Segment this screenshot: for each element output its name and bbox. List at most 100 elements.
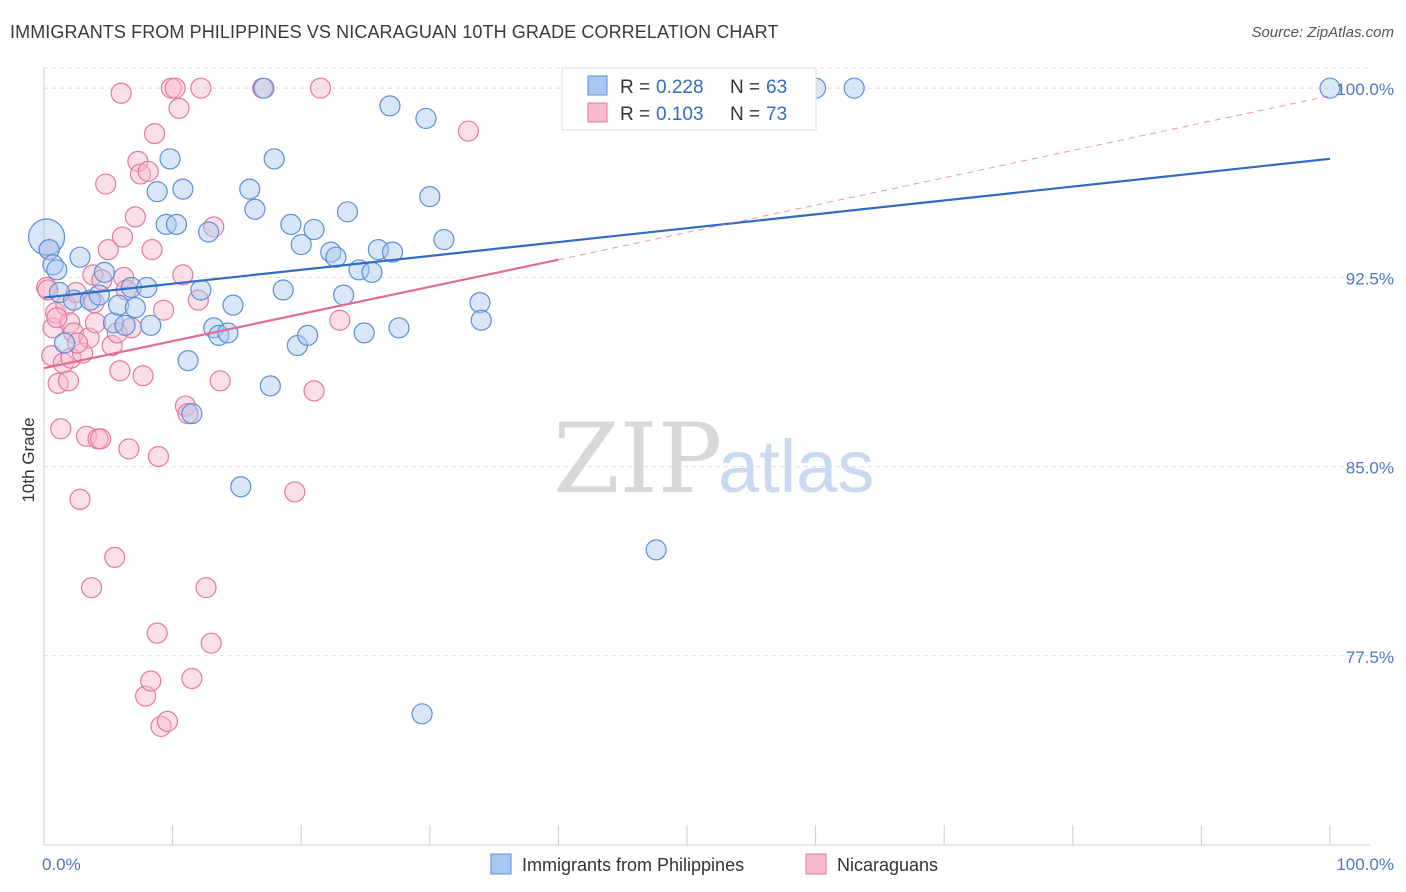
pink-point-51: [168, 97, 190, 119]
pink-point-41: [140, 670, 162, 692]
pink-point-70: [66, 332, 89, 354]
blue-point-51: [381, 241, 404, 263]
blue-point-29: [217, 322, 239, 344]
blue-point-38: [280, 213, 302, 236]
blue-point-31: [230, 476, 252, 498]
series-nicaraguans: [35, 77, 479, 738]
pink-point-37: [129, 163, 152, 185]
blue-point-0: [27, 218, 66, 256]
blue-point-22: [172, 178, 194, 200]
blue-point-52: [388, 317, 410, 339]
pink-point-72: [111, 226, 134, 248]
pink-point-55: [181, 667, 203, 690]
blue-point-10: [93, 261, 116, 283]
y-tick-label-3: 100.0%: [1336, 80, 1394, 99]
blue-point-59: [470, 309, 492, 331]
pink-point-58: [195, 577, 217, 599]
blue-point-60: [645, 539, 667, 561]
blue-point-33: [244, 198, 266, 220]
legend-n-value-blue: 63: [766, 77, 787, 98]
x-tick-label-0: 0.0%: [42, 855, 81, 874]
blue-point-26: [198, 221, 220, 243]
pink-point-44: [146, 622, 168, 644]
gridlines: [44, 67, 1370, 657]
pink-point-42: [141, 239, 163, 261]
legend-swatch-blue: [587, 75, 608, 96]
blue-point-37: [272, 279, 294, 301]
blue-point-46: [336, 201, 359, 223]
correlation-legend: R = 0.228 N = 63 R = 0.103 N = 73: [561, 67, 817, 131]
blue-point-42: [303, 218, 325, 241]
chart-title: IMMIGRANTS FROM PHILIPPINES VS NICARAGUA…: [10, 22, 779, 42]
legend-r-label-pink: R =: [620, 104, 650, 125]
pink-point-65: [309, 77, 332, 99]
pink-point-27: [104, 546, 126, 569]
pink-point-22: [89, 428, 112, 450]
pink-point-40: [137, 160, 159, 183]
blue-point-32: [239, 178, 261, 200]
legend-swatch-pink: [587, 102, 608, 123]
series-philippines: [27, 77, 1341, 725]
blue-point-49: [361, 261, 383, 283]
legend-n-label-blue: N =: [730, 77, 760, 98]
watermark-zip: ZIP: [553, 403, 722, 515]
legend-n-value-pink: 73: [766, 104, 787, 125]
legend-r-value-blue: 0.228: [656, 77, 704, 98]
blue-point-25: [190, 279, 212, 301]
blue-point-24: [181, 403, 203, 425]
pink-point-14: [69, 488, 91, 510]
pink-point-64: [303, 380, 325, 402]
blue-point-53: [379, 95, 401, 117]
y-tick-label-1: 85.0%: [1346, 459, 1394, 478]
bottom-legend-swatch-pink: [805, 853, 827, 875]
blue-point-36: [263, 148, 285, 170]
y-tick-labels: 77.5% 85.0% 92.5% 100.0%: [1336, 80, 1394, 667]
pink-point-25: [97, 239, 119, 261]
blue-point-40: [290, 233, 312, 256]
blue-point-5: [53, 332, 76, 354]
pink-point-69: [46, 307, 68, 329]
pink-point-20: [84, 312, 107, 334]
trend-lines: [43, 95, 1331, 370]
pink-point-61: [209, 370, 231, 392]
blue-point-30: [222, 294, 244, 316]
blue-point-63: [1319, 77, 1341, 99]
blue-point-23: [177, 350, 199, 372]
pink-point-50: [164, 77, 186, 99]
blue-point-34: [253, 77, 275, 99]
trend-line-philippines: [43, 157, 1331, 299]
bottom-legend-label-pink: Nicaraguans: [837, 855, 938, 875]
pink-point-9: [57, 370, 80, 392]
y-tick-label-0: 77.5%: [1346, 648, 1394, 667]
pink-point-38: [132, 365, 154, 387]
blue-point-21: [165, 213, 188, 236]
legend-r-value-pink: 0.103: [656, 104, 704, 125]
blue-point-57: [433, 228, 455, 251]
blue-point-15: [124, 297, 146, 319]
blue-point-17: [140, 314, 162, 336]
pink-point-45: [147, 445, 170, 468]
blue-point-45: [333, 284, 355, 306]
pink-point-66: [329, 309, 351, 331]
pink-point-57: [190, 77, 212, 99]
blue-point-9: [88, 284, 110, 306]
series-legend: Immigrants from Philippines Nicaraguans: [490, 853, 938, 875]
pink-point-35: [124, 206, 146, 228]
blue-point-54: [411, 703, 433, 725]
blue-point-44: [325, 246, 347, 268]
pink-point-24: [95, 173, 117, 195]
blue-point-35: [259, 375, 281, 397]
watermark: ZIP atlas: [553, 403, 874, 515]
blue-point-3: [46, 259, 68, 281]
blue-point-20: [159, 148, 181, 170]
y-axis-label: 10th Grade: [19, 417, 38, 502]
pink-point-26: [101, 334, 123, 357]
blue-point-18: [146, 181, 168, 203]
pink-point-33: [118, 438, 140, 460]
x-tick-labels: 0.0% 100.0%: [42, 855, 1394, 874]
pink-point-67: [457, 120, 479, 142]
blue-point-7: [69, 246, 91, 268]
blue-point-62: [843, 77, 865, 99]
blue-point-48: [353, 322, 375, 344]
